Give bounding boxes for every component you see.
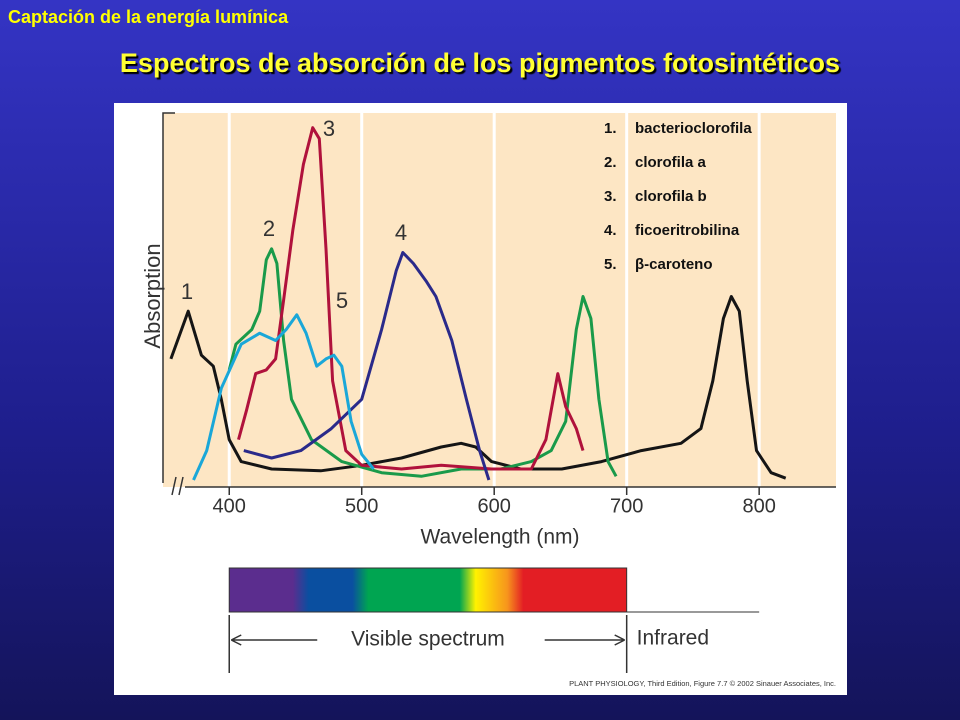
x-tick-label: 800	[742, 495, 775, 517]
legend-index: 1.	[604, 120, 617, 137]
legend-index: 2.	[604, 154, 617, 171]
plot-area	[163, 113, 836, 487]
legend-index: 4.	[604, 222, 617, 239]
legend-index: 3.	[604, 188, 617, 205]
bracket	[228, 615, 628, 673]
x-tick-label: 600	[478, 495, 511, 517]
credit: PLANT PHYSIOLOGY, Third Edition, Figure …	[569, 679, 836, 688]
spectrum-label: Infrared	[637, 627, 709, 650]
line	[192, 313, 375, 481]
y-axis-label: Absorption	[140, 243, 165, 348]
curve-label: 4	[395, 220, 407, 245]
legend-entry: β-caroteno	[635, 256, 713, 273]
spectrum-label: Visible spectrum	[351, 628, 505, 651]
curve-label: 3	[323, 116, 335, 141]
line	[243, 251, 491, 481]
x-tick-label: 400	[213, 495, 246, 517]
chart: Absorption Wavelength (nm) PLANT PHYSIOL…	[114, 103, 847, 695]
axis-break	[171, 476, 184, 496]
x-tick-label: 500	[345, 495, 378, 517]
legend-entry: bacterioclorofila	[635, 120, 752, 137]
legend-entry: clorofila b	[635, 188, 707, 205]
slide-title: Espectros de absorción de los pigmentos …	[119, 48, 841, 78]
curve-label: 2	[263, 216, 275, 241]
line	[169, 295, 787, 480]
line	[237, 126, 585, 471]
line	[227, 247, 618, 478]
x-axis-label: Wavelength (nm)	[420, 526, 579, 549]
legend-index: 5.	[604, 256, 617, 273]
curve-label: 1	[181, 279, 193, 304]
legend-entry: clorofila a	[635, 154, 707, 171]
visible-band	[228, 567, 628, 613]
curve-label: 5	[336, 288, 348, 313]
y-axis	[162, 112, 175, 483]
x-tick-label: 700	[610, 495, 643, 517]
legend-entry: ficoeritrobilina	[635, 222, 740, 239]
header: Captación de la energía lumínica	[8, 7, 289, 27]
